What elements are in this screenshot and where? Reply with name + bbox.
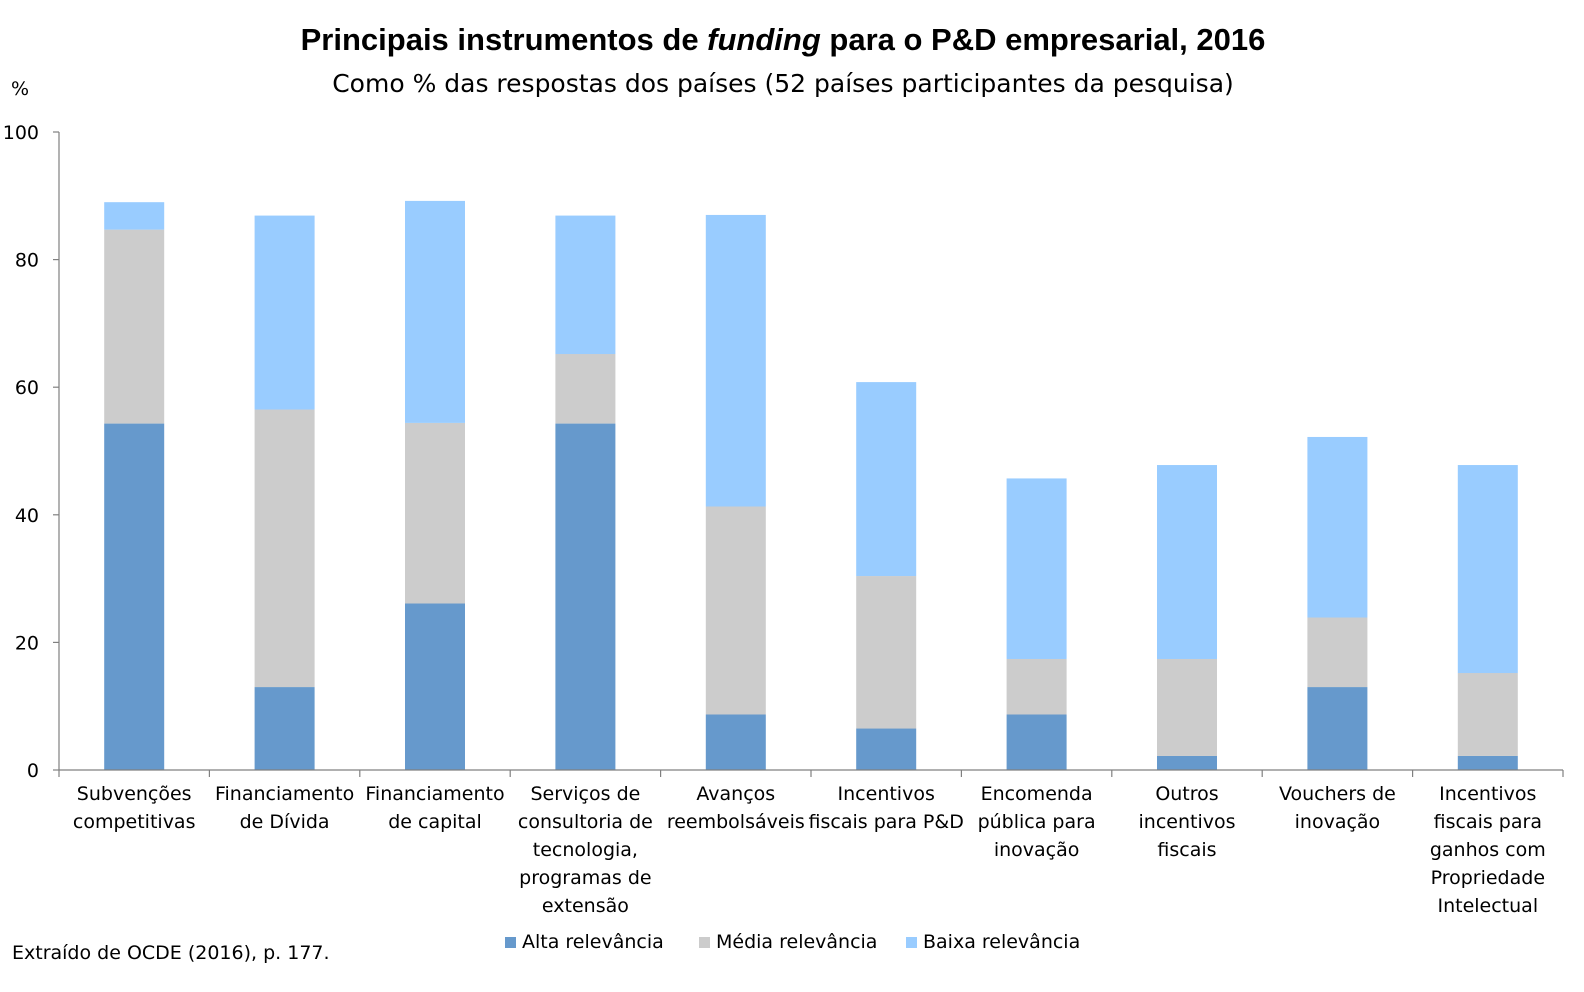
x-category-label: Avanços reembolsáveis (667, 783, 805, 833)
x-category-label-line: programas de (519, 867, 651, 889)
x-category-label: Incentivos fiscais para ganhos com Propried… (1430, 783, 1546, 917)
legend-label: Alta relevância (522, 931, 664, 953)
bar-segment (254, 687, 315, 770)
plot-area: 0 20 40 60 80 100 Subvenções competitivas Financ… (3, 122, 1564, 917)
y-tick-label: 0 (27, 760, 39, 782)
chart-title: Principais instrumentos de funding para … (301, 22, 1266, 57)
bar-segment (1307, 436, 1368, 618)
y-tick-label: 100 (3, 122, 39, 144)
bar-segment (405, 200, 465, 423)
bar-segment (1006, 658, 1067, 715)
x-category-label: Subvenções competitivas (73, 783, 196, 833)
chart-subtitle: Como % das respostas dos países (52 país… (332, 69, 1234, 98)
bar-segment (705, 506, 766, 715)
x-category-label-line: Incentivos (1439, 783, 1536, 805)
x-category-label: Serviços de consultoria de tecnologia, prog… (518, 783, 653, 917)
bar-segment (104, 229, 165, 424)
legend: Alta relevância Média relevância Baixa rel… (505, 931, 1080, 953)
y-tick-label: 80 (15, 250, 39, 272)
x-category-label: Outros incentivos fiscais (1139, 783, 1236, 861)
x-category-label-line: incentivos (1139, 811, 1236, 833)
bar-segment (1457, 755, 1518, 770)
bar-segment (1157, 658, 1217, 756)
x-category-label-line: Outros (1155, 783, 1218, 805)
bar-segment (555, 354, 616, 424)
legend-swatch (699, 937, 710, 948)
bar-segment (405, 422, 465, 604)
bar-segment (405, 603, 465, 770)
bar-segment (254, 409, 315, 688)
x-category-label-line: Propriedade (1431, 867, 1545, 889)
legend-swatch (906, 937, 917, 948)
x-category-label-line: Financiamento (365, 783, 504, 805)
x-category-label-line: pública para (978, 811, 1096, 833)
x-category-label-line: consultoria de (518, 811, 653, 833)
x-category-label-line: fiscais para (1434, 811, 1542, 833)
bar-segment (856, 576, 917, 729)
chart-title-part-2: para o P&D empresarial, 2016 (821, 22, 1266, 57)
x-category-label-line: competitivas (73, 811, 196, 833)
x-category-label: Financiamento de capital (365, 783, 504, 833)
x-category-label-line: de capital (388, 811, 482, 833)
x-category-label-line: fiscais para P&D (809, 811, 964, 833)
x-category-label: Encomenda pública para inovação (978, 783, 1096, 861)
x-category-label-line: Encomenda (981, 783, 1093, 805)
bar-segment (705, 214, 766, 507)
legend-swatch (505, 937, 516, 948)
bar-segment (705, 714, 766, 770)
y-tick-label: 20 (15, 632, 39, 654)
bar-segment (1307, 687, 1368, 770)
x-category-label-line: inovação (994, 839, 1080, 861)
x-category-label-line: ganhos com (1430, 839, 1546, 861)
bar-segment (1006, 478, 1067, 659)
x-category-label-line: Vouchers de (1279, 783, 1396, 805)
source-note: Extraído de OCDE (2016), p. 177. (12, 942, 330, 964)
bar-segment (555, 215, 616, 355)
bar-segment (856, 382, 917, 577)
x-category-label-line: fiscais (1157, 839, 1216, 861)
bar-segment (254, 215, 315, 410)
bar-segment (1457, 465, 1518, 674)
y-tick-label: 60 (15, 377, 39, 399)
bar-segment (555, 423, 616, 770)
x-category-label-line: Avanços (696, 783, 775, 805)
x-category-label-line: tecnologia, (533, 839, 638, 861)
bar-segment (856, 728, 917, 770)
bar-segment (104, 202, 165, 230)
x-category-label-line: extensão (542, 895, 629, 917)
bar-segment (1006, 714, 1067, 770)
x-category-label: Vouchers de inovação (1279, 783, 1396, 833)
legend-label: Média relevância (716, 931, 877, 953)
x-category-label-line: reembolsáveis (667, 811, 805, 833)
legend-label: Baixa relevância (923, 931, 1080, 953)
bar-segment (1157, 755, 1217, 770)
y-tick-label: 40 (15, 505, 39, 527)
y-axis-label: % (11, 78, 29, 100)
x-category-label: Incentivos fiscais para P&D (809, 783, 964, 833)
bar-segment (1157, 465, 1217, 659)
x-category-label-line: de Dívida (240, 811, 330, 833)
chart-title-part-1: Principais instrumentos de (301, 22, 708, 57)
x-category-label-line: Serviços de (530, 783, 640, 805)
x-category-label: Financiamento de Dívida (215, 783, 354, 833)
bar-segment (1307, 617, 1368, 688)
x-category-label-line: Subvenções (77, 783, 192, 805)
x-category-label-line: inovação (1295, 811, 1381, 833)
chart-title-italic: funding (707, 22, 821, 57)
x-category-label-line: Intelectual (1437, 895, 1538, 917)
bar-segment (1457, 673, 1518, 756)
x-category-label-line: Financiamento (215, 783, 354, 805)
x-category-label-line: Incentivos (838, 783, 935, 805)
bar-segment (104, 423, 165, 770)
